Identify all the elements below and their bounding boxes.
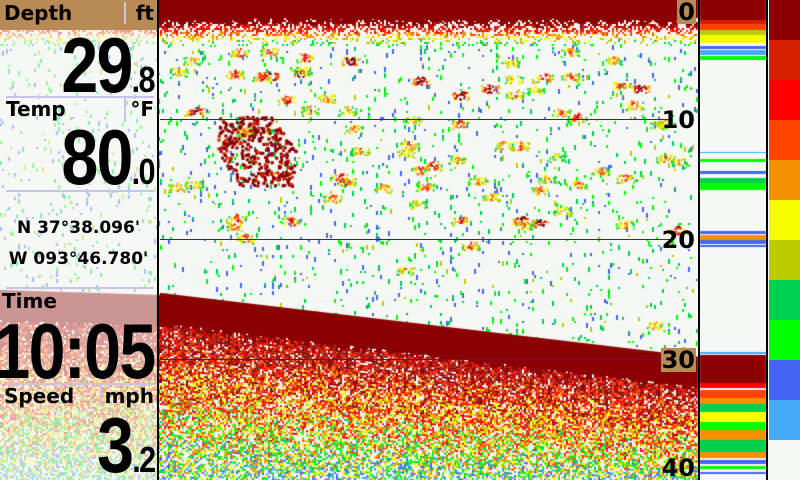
depth-decimal: .8 (131, 59, 156, 100)
depth-gridline (160, 239, 670, 240)
divider (6, 287, 154, 289)
depth-header (0, 0, 157, 30)
color-legend-swatch (769, 160, 800, 200)
time-label: Time (2, 289, 57, 313)
depth-value: 29.8 (62, 26, 156, 115)
depth-scale-label: 0 (677, 0, 696, 26)
color-legend-swatch (769, 200, 800, 240)
longitude: W 093°46.780' (8, 249, 149, 269)
panel-divider (157, 0, 159, 480)
depth-whole: 29 (61, 21, 134, 109)
depth-scale-label: 40 (661, 454, 695, 480)
speed-value: 3.2 (97, 406, 156, 480)
depth-scale-label: 10 (661, 106, 695, 134)
color-legend-swatch (769, 400, 800, 440)
color-legend-swatch (769, 0, 800, 40)
divider (6, 96, 154, 98)
depth-scale-label: 20 (661, 226, 695, 254)
color-legend-swatch (769, 320, 800, 360)
temp-label: Temp (6, 97, 66, 121)
divider (6, 190, 154, 192)
speed-unit: mph (100, 385, 154, 407)
color-legend-swatch (769, 80, 800, 120)
speed-whole: 3 (96, 401, 134, 480)
depth-unit: ft (124, 2, 154, 24)
depth-gridline (160, 359, 670, 360)
temp-unit: °F (124, 98, 154, 120)
color-legend-swatch (769, 440, 800, 480)
speed-label: Speed (4, 384, 75, 408)
temp-decimal: .0 (131, 151, 156, 192)
depth-scale-label: 30 (660, 346, 696, 374)
speed-decimal: .2 (131, 439, 156, 480)
panel-divider (766, 0, 768, 480)
color-legend-swatch (769, 40, 800, 80)
color-legend-swatch (769, 240, 800, 280)
latitude: N 37°38.096' (16, 218, 141, 238)
color-legend-swatch (769, 360, 800, 400)
divider (6, 383, 154, 385)
panel-divider (698, 0, 700, 480)
temp-whole: 80 (61, 113, 134, 201)
depth-label: Depth (4, 1, 73, 25)
time-value: 10:05 (0, 307, 156, 395)
temp-value: 80.0 (62, 118, 156, 207)
color-legend-swatch (769, 280, 800, 320)
depth-gridline (160, 119, 670, 120)
color-legend-swatch (769, 120, 800, 160)
